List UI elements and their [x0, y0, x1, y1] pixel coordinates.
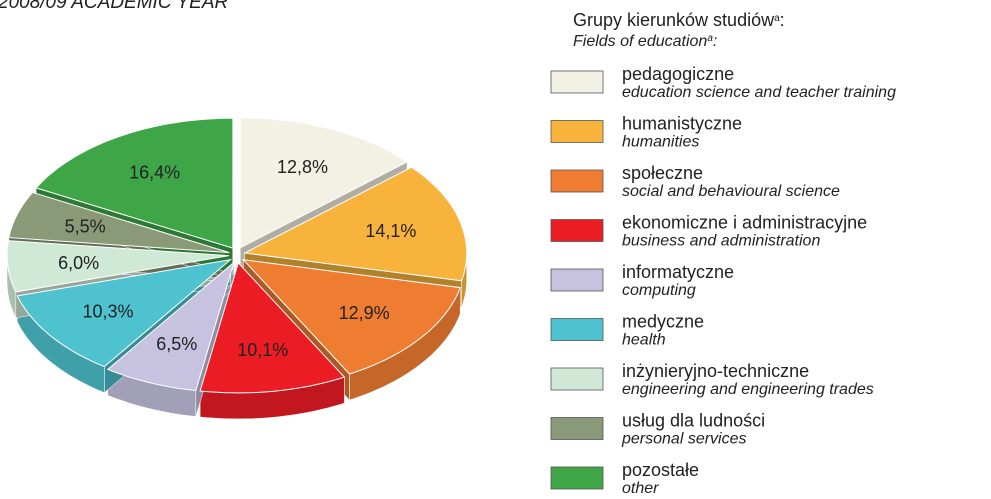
legend-swatch [550, 318, 604, 341]
legend-label: społeczne [622, 163, 703, 183]
legend-title-part: a [707, 33, 713, 44]
data-label: 5,5% [65, 217, 106, 237]
slice [8, 191, 230, 254]
data-label: 6,0% [58, 253, 99, 273]
slice [239, 117, 409, 249]
legend-label-en: engineering and engineering trades [622, 381, 874, 398]
legend-title-part: a [774, 13, 780, 24]
legend-title-part: Fields of education [573, 33, 707, 50]
legend-label-en: business and administration [622, 233, 820, 250]
chart-title: 2008/09 ACADEMIC YEAR [0, 0, 228, 13]
legend-label: informatyczne [622, 262, 734, 282]
legend-label: inżynieryjno-techniczne [622, 361, 809, 381]
legend-swatch [550, 169, 604, 193]
legend-label: usług dla ludności [622, 411, 765, 431]
slice [242, 259, 461, 375]
data-label: 14,1% [365, 221, 416, 241]
slice [199, 261, 346, 394]
legend-label-en: health [622, 332, 666, 349]
legend-label-en: computing [622, 282, 696, 299]
legend-title-part: Grupy kierunków studiów [573, 10, 775, 30]
data-label: 12,8% [277, 157, 328, 177]
pie: 12,8% 14,1% 12,9% 10,1% 6,5% 10,3% 6,0% 5,5% 16,… [6, 117, 468, 420]
legend-swatch [550, 70, 604, 94]
slice [16, 258, 233, 368]
legend-label: humanistyczne [622, 114, 742, 134]
data-label: 10,1% [237, 340, 288, 360]
legend-title-part: : [713, 33, 717, 50]
slice [35, 117, 234, 249]
legend-title: Fields of educationa: [573, 33, 717, 51]
legend-label: pedagogiczne [622, 64, 734, 84]
data-label: 12,9% [339, 303, 390, 323]
legend-label: ekonomiczne i administracyjne [622, 213, 867, 233]
legend-swatch [550, 268, 604, 292]
data-label: 6,5% [156, 334, 197, 354]
legend-swatch [550, 367, 604, 391]
data-label: 16,4% [129, 163, 180, 183]
slice [6, 240, 230, 293]
data-label: 10,3% [83, 301, 134, 321]
slice [243, 166, 468, 282]
legend-label-en: humanities [622, 134, 699, 151]
legend: Grupy kierunków studiówa:Fields of educa… [550, 10, 896, 497]
slice [106, 260, 235, 392]
legend-swatch [550, 120, 604, 143]
legend-title: Grupy kierunków studiówa: [573, 10, 785, 30]
legend-label-en: education science and teacher training [622, 84, 896, 101]
legend-title-part: : [780, 10, 785, 30]
legend-swatch [550, 219, 604, 242]
legend-label-en: social and behavioural science [622, 183, 840, 200]
legend-label: medyczne [622, 312, 704, 332]
legend-swatch [550, 466, 604, 490]
legend-label-en: personal services [621, 431, 747, 448]
legend-label: pozostałe [622, 460, 699, 480]
legend-label-en: other [622, 480, 659, 497]
legend-swatch [550, 417, 604, 440]
